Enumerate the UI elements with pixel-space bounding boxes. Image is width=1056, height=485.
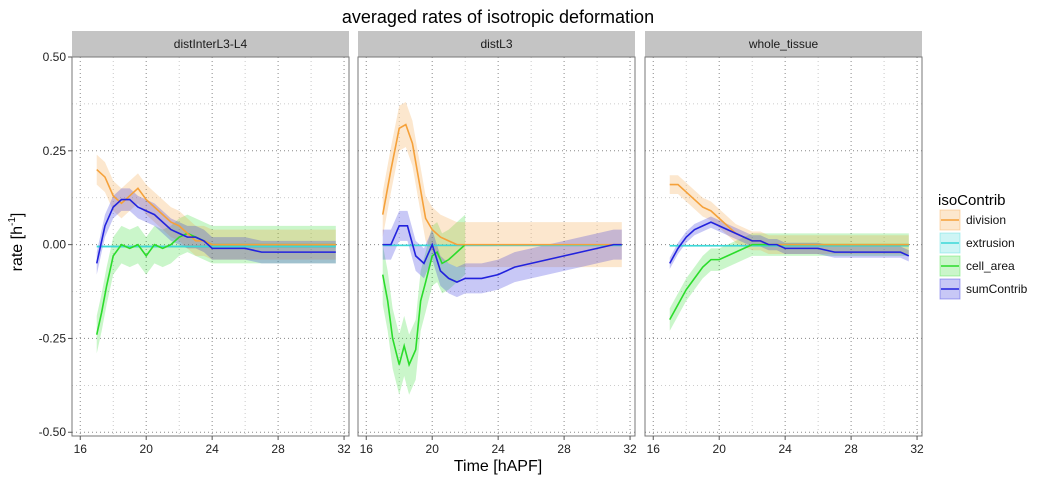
panel-border: [357, 56, 636, 437]
legend-label: sumContrib: [966, 282, 1028, 296]
x-tick-label: 16: [360, 442, 374, 456]
y-tick-label: 0.50: [43, 50, 67, 64]
x-tick-label: 20: [426, 442, 440, 456]
panel-border: [71, 56, 350, 437]
panel-distL3: distL3 16 20 24 28 32: [357, 31, 637, 456]
panel-plot-area: [358, 57, 635, 436]
panels: distInterL3-L4 16 20 24 28 32 0.50 0.25 0.00 -0.2…: [39, 31, 924, 456]
x-tick-label: 20: [713, 442, 727, 456]
x-tick-label: 32: [910, 442, 924, 456]
y-tick-label: -0.50: [39, 425, 67, 439]
y-axis-label-exponent: -1: [7, 217, 18, 226]
ribbon-sumContrib: [669, 216, 909, 270]
y-axis-label: rate [h-1]: [7, 213, 26, 272]
chart-title: averaged rates of isotropic deformation: [342, 7, 654, 27]
ribbon-cell_area: [96, 214, 336, 354]
panel-strip: [645, 31, 922, 57]
x-tick-label: 24: [205, 442, 219, 456]
panel-strip: [358, 31, 635, 57]
y-axis-label-end: ]: [9, 213, 26, 217]
panel-strip-label: whole_tissue: [748, 37, 819, 51]
panel-border: [644, 56, 923, 437]
x-tick-label: 16: [74, 442, 88, 456]
legend-label: extrusion: [966, 236, 1015, 250]
panel-strip-label: distL3: [480, 37, 512, 51]
x-tick-label: 28: [557, 442, 571, 456]
y-tick-label: 0.25: [43, 144, 67, 158]
x-tick-label: 16: [647, 442, 661, 456]
line-cell_area: [381, 244, 466, 368]
x-tick-label: 24: [491, 442, 505, 456]
y-tick-label: 0.00: [43, 238, 67, 252]
legend: isoContrib division extrusion cell_areasum…: [938, 192, 1028, 300]
legend-item-division: division: [939, 209, 1006, 231]
line-sumContrib: [95, 198, 336, 264]
panel-whole_tissue: whole_tissue 16 20 24 28 32: [644, 31, 924, 456]
x-tick-label: 20: [140, 442, 154, 456]
x-axis-label: Time [hAPF]: [454, 458, 542, 475]
legend-label: division: [966, 213, 1006, 227]
ribbon-cell_area: [669, 233, 909, 331]
legend-item-sumContrib: sumContrib: [939, 278, 1028, 300]
y-axis-label-main: rate [h: [9, 226, 26, 271]
x-tick-label: 24: [778, 442, 792, 456]
panel-strip-label: distInterL3-L4: [174, 37, 248, 51]
legend-item-extrusion: extrusion: [939, 232, 1015, 254]
line-division: [96, 168, 336, 246]
legend-item-cell_area: cell_area: [939, 255, 1015, 277]
line-sumContrib: [669, 221, 910, 264]
line-sumContrib: [382, 225, 622, 284]
legend-title: isoContrib: [938, 192, 1006, 209]
x-tick-label: 28: [271, 442, 285, 456]
x-tick-label: 32: [337, 442, 351, 456]
legend-label: cell_area: [966, 259, 1015, 273]
ribbon-division: [669, 175, 909, 255]
line-division: [381, 123, 622, 246]
ribbon-sumContrib: [382, 210, 622, 298]
panel-strip: [72, 31, 349, 57]
ribbon-division: [96, 154, 336, 260]
panel-distInterL3-L4: distInterL3-L4 16 20 24 28 32 0.50 0.25 0.00 -0.2…: [39, 31, 351, 456]
x-tick-label: 28: [844, 442, 858, 456]
y-tick-label: -0.25: [39, 331, 67, 345]
ribbon-division: [382, 102, 622, 268]
x-tick-label: 32: [623, 442, 637, 456]
